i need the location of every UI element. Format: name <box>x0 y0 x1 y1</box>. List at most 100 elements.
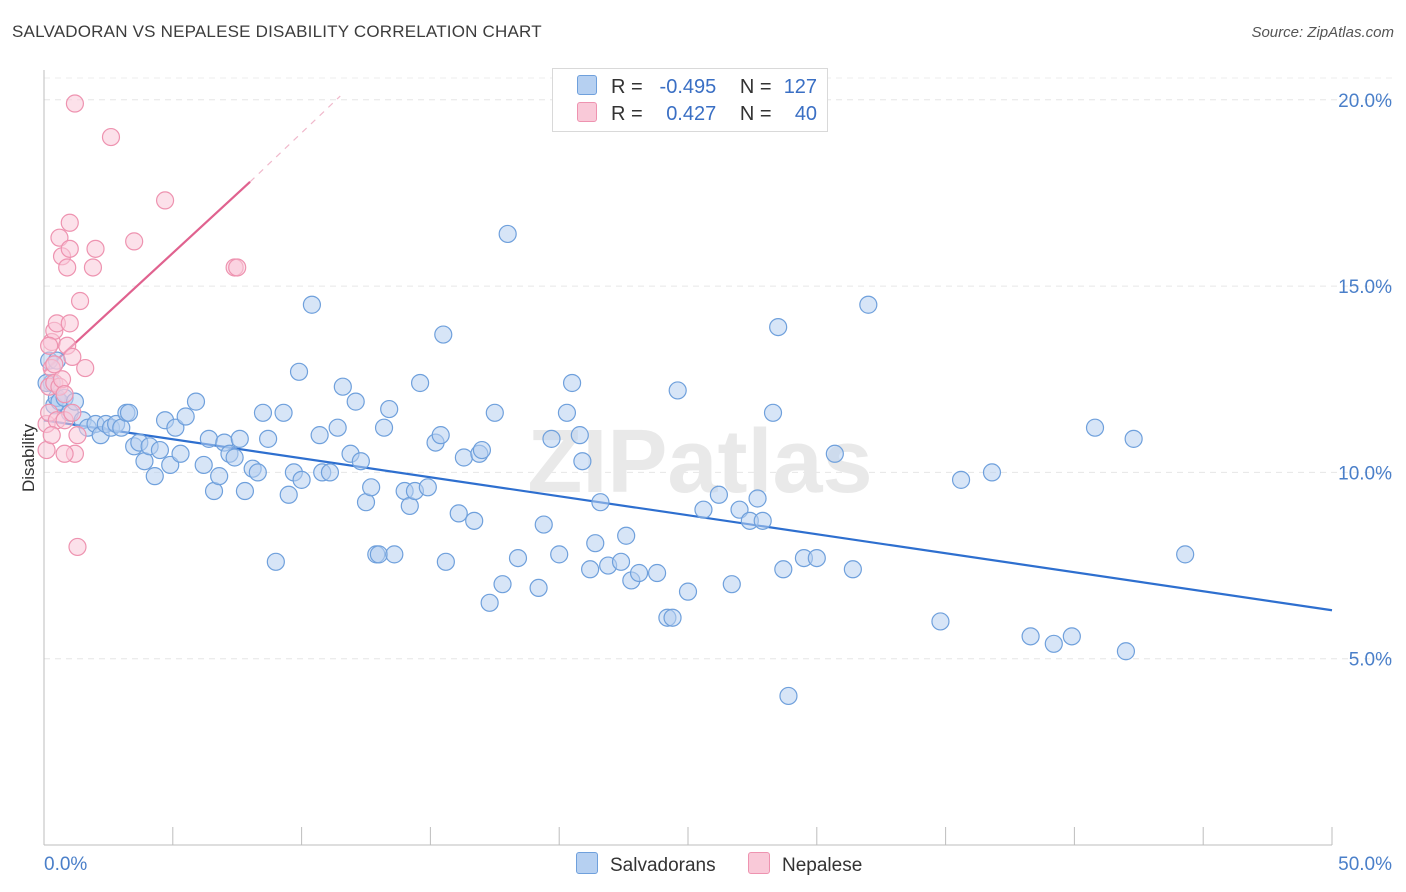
salvadoran-point[interactable] <box>310 426 329 445</box>
salvadoran-point[interactable] <box>434 325 453 344</box>
salvadoran-point[interactable] <box>748 489 767 508</box>
salvadoran-point[interactable] <box>362 478 381 497</box>
salvadoran-point[interactable] <box>289 362 309 381</box>
nepalese-point[interactable] <box>50 228 69 247</box>
nepalese-point[interactable] <box>63 347 82 366</box>
salvadoran-point[interactable] <box>668 381 687 400</box>
nepalese-point[interactable] <box>60 314 79 333</box>
salvadoran-point[interactable] <box>508 549 528 568</box>
salvadoran-point[interactable] <box>472 440 492 460</box>
salvadoran-point[interactable] <box>302 295 322 314</box>
salvadoran-point[interactable] <box>410 373 430 393</box>
nepalese-point[interactable] <box>101 127 121 147</box>
nepalese-point[interactable] <box>155 191 175 210</box>
salvadoran-point[interactable] <box>380 399 399 419</box>
salvadoran-point[interactable] <box>611 552 631 571</box>
salvadoran-point[interactable] <box>418 478 437 497</box>
nepalese-point[interactable] <box>55 444 74 463</box>
salvadoran-point[interactable] <box>557 403 577 422</box>
salvadoran-point[interactable] <box>235 481 255 501</box>
salvadoran-point[interactable] <box>1124 429 1143 448</box>
salvadoran-point[interactable] <box>176 407 195 426</box>
salvadoran-point[interactable] <box>259 429 278 448</box>
legend-item-nepalese[interactable]: Nepalese <box>748 852 862 877</box>
salvadoran-point[interactable] <box>385 545 404 564</box>
nepalese-point[interactable] <box>228 258 247 277</box>
salvadoran-point[interactable] <box>465 511 484 530</box>
salvadoran-point[interactable] <box>292 470 311 489</box>
salvadoran-point[interactable] <box>647 563 667 583</box>
salvadoran-point[interactable] <box>498 224 517 244</box>
salvadoran-point[interactable] <box>859 295 878 314</box>
salvadoran-point[interactable] <box>581 560 600 579</box>
nepalese-point[interactable] <box>68 426 87 445</box>
salvadoran-point[interactable] <box>480 593 499 612</box>
salvadoran-point[interactable] <box>678 582 698 601</box>
salvadoran-point[interactable] <box>454 448 473 467</box>
salvadoran-point[interactable] <box>248 463 267 482</box>
salvadoran-point[interactable] <box>431 426 450 445</box>
salvadoran-point[interactable] <box>753 511 772 530</box>
salvadoran-point[interactable] <box>550 545 569 564</box>
salvadoran-point[interactable] <box>449 504 468 523</box>
salvadoran-point[interactable] <box>774 560 793 579</box>
salvadoran-point[interactable] <box>1062 627 1081 646</box>
salvadoran-point[interactable] <box>542 429 561 448</box>
salvadoran-point[interactable] <box>694 500 713 519</box>
salvadoran-point[interactable] <box>807 549 826 568</box>
salvadoran-point[interactable] <box>931 612 950 631</box>
salvadoran-point[interactable] <box>843 560 862 579</box>
salvadoran-point[interactable] <box>194 455 213 475</box>
salvadoran-point[interactable] <box>493 575 512 594</box>
salvadoran-point[interactable] <box>1176 545 1195 564</box>
salvadoran-point[interactable] <box>1044 634 1063 653</box>
salvadoran-point[interactable] <box>629 563 649 583</box>
salvadoran-point[interactable] <box>119 403 139 422</box>
salvadoran-point[interactable] <box>374 418 394 437</box>
salvadoran-point[interactable] <box>150 440 170 460</box>
salvadoran-point[interactable] <box>591 493 610 512</box>
salvadoran-point[interactable] <box>199 429 218 448</box>
nepalese-point[interactable] <box>60 213 79 232</box>
salvadoran-point[interactable] <box>436 552 455 571</box>
salvadoran-point[interactable] <box>570 426 589 445</box>
nepalese-point[interactable] <box>76 358 95 378</box>
salvadoran-point[interactable] <box>562 373 582 393</box>
salvadoran-point[interactable] <box>825 444 844 463</box>
salvadoran-point[interactable] <box>253 403 273 422</box>
salvadoran-point[interactable] <box>186 392 206 411</box>
salvadoran-point[interactable] <box>279 485 298 504</box>
salvadoran-point[interactable] <box>266 552 285 571</box>
salvadoran-point[interactable] <box>763 403 783 422</box>
salvadoran-point[interactable] <box>617 526 636 545</box>
salvadoran-point[interactable] <box>230 429 249 448</box>
nepalese-point[interactable] <box>83 258 103 277</box>
salvadoran-point[interactable] <box>534 515 553 534</box>
salvadoran-point[interactable] <box>351 452 370 471</box>
salvadoran-point[interactable] <box>166 418 185 437</box>
nepalese-point[interactable] <box>52 370 72 389</box>
legend-item-salvadorans[interactable]: Salvadorans <box>576 852 716 877</box>
salvadoran-point[interactable] <box>369 545 388 564</box>
nepalese-point[interactable] <box>55 385 74 404</box>
nepalese-point[interactable] <box>60 239 79 258</box>
salvadoran-point[interactable] <box>722 575 741 594</box>
salvadoran-point[interactable] <box>225 448 244 467</box>
salvadoran-point[interactable] <box>709 485 729 504</box>
nepalese-point[interactable] <box>45 355 64 374</box>
nepalese-point[interactable] <box>70 291 90 311</box>
salvadoran-point[interactable] <box>346 392 365 411</box>
salvadoran-point[interactable] <box>333 377 352 396</box>
salvadoran-point[interactable] <box>573 452 592 471</box>
nepalese-point[interactable] <box>42 426 61 445</box>
nepalese-point[interactable] <box>40 336 59 355</box>
nepalese-point[interactable] <box>58 258 77 277</box>
salvadoran-point[interactable] <box>779 686 798 706</box>
salvadoran-point[interactable] <box>171 444 190 463</box>
salvadoran-point[interactable] <box>982 463 1002 482</box>
nepalese-point[interactable] <box>68 537 87 557</box>
nepalese-point[interactable] <box>63 403 82 422</box>
salvadoran-point[interactable] <box>769 317 788 337</box>
salvadoran-point[interactable] <box>145 467 164 486</box>
salvadoran-point[interactable] <box>1021 627 1040 646</box>
